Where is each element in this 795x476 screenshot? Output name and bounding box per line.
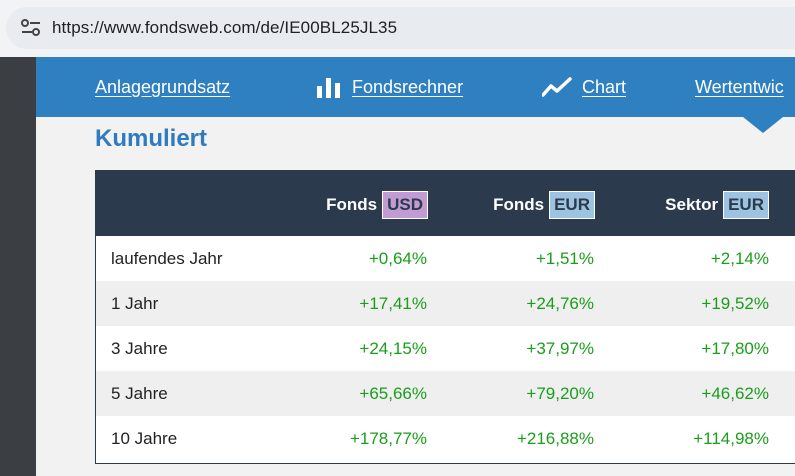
table-header: Fonds USD Fonds EUR Sektor EUR (96, 171, 795, 236)
nav-item-fondsrechner[interactable]: Fondsrechner (316, 75, 463, 99)
value-fonds-usd: +17,41% (359, 293, 427, 313)
currency-badge: EUR (723, 191, 769, 219)
nav-item-anlagegrundsatz[interactable]: Anlagegrundsatz (95, 75, 230, 99)
column-header-fonds-eur: Fonds EUR (493, 190, 595, 220)
value-fonds-eur: +1,51% (535, 248, 594, 268)
column-header-label: Fonds (326, 195, 378, 214)
currency-badge: EUR (549, 191, 595, 219)
bar-chart-icon (316, 76, 342, 98)
nav-item-label: Chart (582, 76, 627, 97)
section-title: Kumuliert (95, 125, 208, 152)
row-label: laufendes Jahr (111, 248, 223, 268)
performance-table: Fonds USD Fonds EUR Sektor EUR laufendes… (95, 170, 795, 464)
browser-toolbar: https://www.fondsweb.com/de/IE00BL25JL35 (0, 0, 795, 57)
value-sektor-eur: +17,80% (701, 338, 769, 358)
url-text[interactable]: https://www.fondsweb.com/de/IE00BL25JL35 (52, 18, 398, 37)
nav-item-label: Anlagegrundsatz (95, 76, 231, 97)
column-header-label: Sektor (665, 195, 719, 214)
value-fonds-eur: +79,20% (526, 383, 594, 403)
table-row: 5 Jahre +65,66% +79,20% +46,62% (96, 371, 795, 416)
row-label: 3 Jahre (111, 338, 168, 358)
table-row: 1 Jahr +17,41% +24,76% +19,52% (96, 281, 795, 326)
nav-item-label: Wertentwic (695, 76, 784, 97)
value-sektor-eur: +46,62% (701, 383, 769, 403)
address-bar[interactable]: https://www.fondsweb.com/de/IE00BL25JL35 (6, 7, 795, 49)
active-tab-pointer (743, 117, 783, 133)
value-sektor-eur: +2,14% (710, 248, 769, 268)
value-fonds-eur: +37,97% (526, 338, 594, 358)
nav-item-chart[interactable]: Chart (542, 75, 626, 99)
nav-item-label: Fondsrechner (352, 76, 464, 97)
column-header-sektor-eur: Sektor EUR (665, 190, 769, 220)
value-sektor-eur: +19,52% (701, 293, 769, 313)
value-sektor-eur: +114,98% (693, 428, 769, 448)
column-header-label: Fonds (493, 195, 545, 214)
value-fonds-usd: +0,64% (368, 248, 427, 268)
value-fonds-eur: +24,76% (526, 293, 594, 313)
value-fonds-usd: +178,77% (349, 428, 427, 448)
site-settings-icon[interactable] (20, 18, 42, 38)
nav-item-wertentwicklung[interactable]: Wertentwic (695, 75, 784, 99)
currency-badge: USD (382, 191, 428, 219)
value-fonds-eur: +216,88% (516, 428, 594, 448)
table-row: 10 Jahre +178,77% +216,88% +114,98% (96, 416, 795, 461)
table-row: 3 Jahre +24,15% +37,97% +17,80% (96, 326, 795, 371)
value-fonds-usd: +65,66% (359, 383, 427, 403)
line-chart-icon (542, 76, 572, 98)
row-label: 1 Jahr (111, 293, 159, 313)
column-header-fonds-usd: Fonds USD (326, 190, 428, 220)
left-sidebar-strip (0, 57, 36, 476)
fund-nav-bar: Anlagegrundsatz Fondsrechner Chart Werte… (36, 57, 795, 117)
page-content: Anlagegrundsatz Fondsrechner Chart Werte… (36, 57, 795, 476)
row-label: 10 Jahre (111, 428, 178, 448)
value-fonds-usd: +24,15% (359, 338, 427, 358)
row-label: 5 Jahre (111, 383, 168, 403)
table-row: laufendes Jahr +0,64% +1,51% +2,14% (96, 236, 795, 281)
